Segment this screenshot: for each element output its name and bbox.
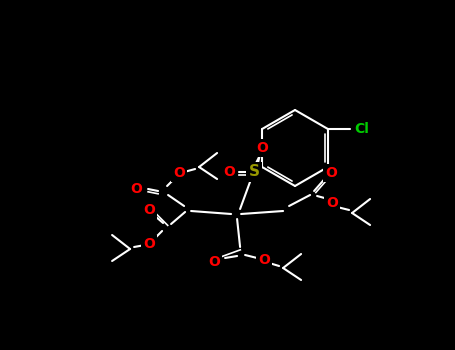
Text: Cl: Cl [354,122,369,136]
Text: O: O [223,165,235,179]
Text: O: O [208,255,220,269]
Text: O: O [258,253,270,267]
Text: O: O [326,196,338,210]
Text: S: S [248,164,260,180]
Text: O: O [325,166,337,180]
Text: O: O [143,237,155,251]
Text: O: O [143,203,155,217]
Text: O: O [173,166,185,180]
Text: O: O [256,141,268,155]
Text: O: O [130,182,142,196]
